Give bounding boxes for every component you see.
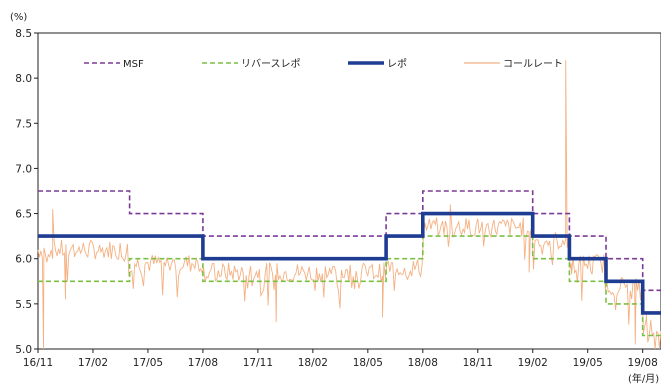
legend-label-repo: レポ bbox=[387, 58, 407, 70]
x-tick-label: 18/02 bbox=[298, 357, 328, 369]
x-tick-label: 19/08 bbox=[628, 357, 658, 369]
legend: MSF リバースレポ レポ コールレート bbox=[84, 58, 563, 70]
x-tick-label: 17/02 bbox=[78, 357, 108, 369]
y-unit-label: (%) bbox=[10, 12, 27, 23]
y-tick-label: 5.0 bbox=[15, 344, 32, 356]
y-tick-label: 7.0 bbox=[15, 163, 32, 175]
x-tick-label: 17/05 bbox=[133, 357, 163, 369]
x-tick-label: 18/05 bbox=[353, 357, 383, 369]
x-tick-label: 16/11 bbox=[23, 357, 53, 369]
series-line-call-rate bbox=[37, 60, 661, 350]
y-axis: 8.5 8.0 7.5 7.0 6.5 6.0 5.5 5.0 bbox=[15, 28, 38, 356]
y-tick-label: 5.5 bbox=[15, 299, 32, 311]
x-axis: 16/11 17/02 17/05 17/08 17/11 18/02 18/05 18/08… bbox=[23, 349, 658, 369]
x-tick-label: 19/05 bbox=[573, 357, 603, 369]
y-tick-label: 7.5 bbox=[15, 118, 32, 130]
legend-label-call-rate: コールレート bbox=[503, 59, 563, 70]
plot-area bbox=[37, 32, 661, 350]
y-tick-label: 8.5 bbox=[15, 28, 32, 40]
x-tick-label: 17/08 bbox=[188, 357, 218, 369]
series-line-repo bbox=[38, 211, 661, 315]
x-tick-label: 17/11 bbox=[243, 357, 273, 369]
y-tick-label: 8.0 bbox=[15, 73, 32, 85]
series-line-reverse-repo bbox=[38, 235, 661, 337]
x-tick-label: 18/11 bbox=[463, 357, 493, 369]
legend-label-msf: MSF bbox=[123, 59, 144, 70]
y-tick-label: 6.0 bbox=[15, 254, 32, 266]
x-tick-label: 19/02 bbox=[518, 357, 548, 369]
legend-label-reverse-repo: リバースレポ bbox=[241, 58, 301, 70]
y-tick-label: 6.5 bbox=[15, 209, 32, 221]
series-line-msf bbox=[38, 190, 661, 292]
series-group bbox=[37, 60, 661, 350]
x-tick-label: 18/08 bbox=[408, 357, 438, 369]
x-unit-label: (年/月) bbox=[628, 372, 659, 385]
